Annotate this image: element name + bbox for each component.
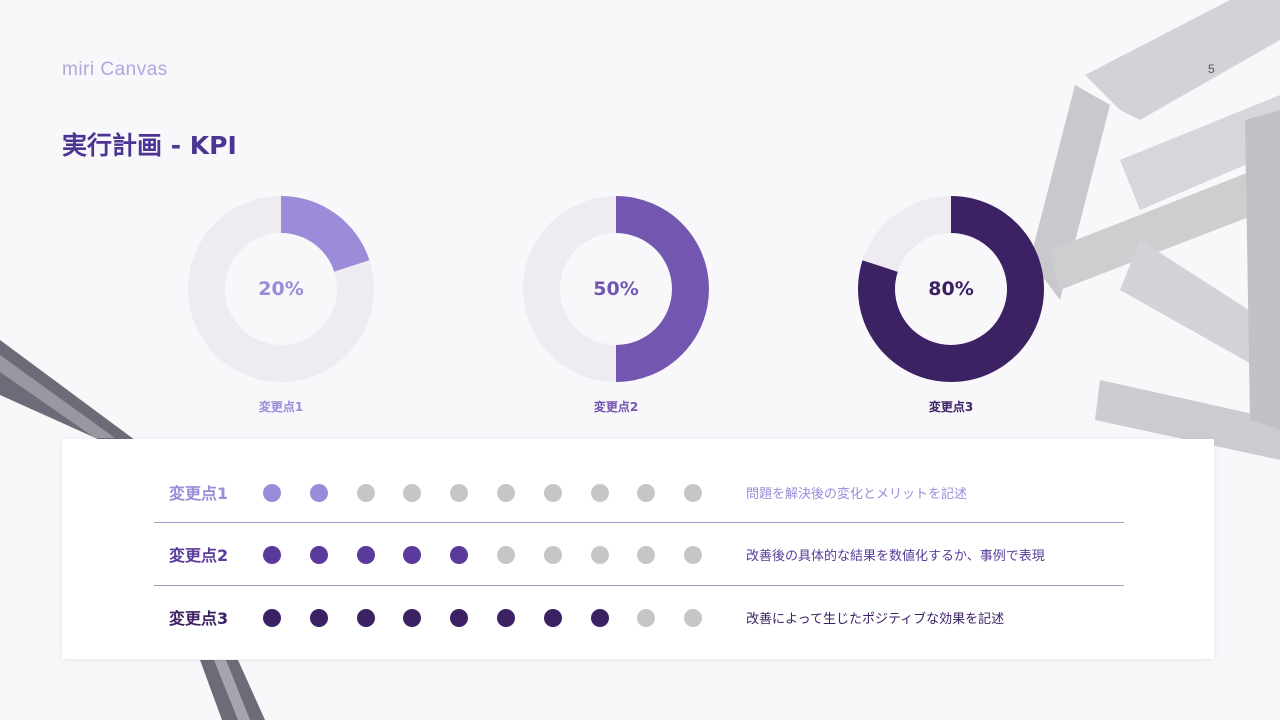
donut-1-value-label: 20% [258,278,304,300]
kpi-dot-empty [684,546,703,564]
kpi-dot-filled [309,484,328,502]
kpi-dot-filled [356,609,375,627]
donut-2-caption: 変更点2 [593,400,639,414]
kpi-dot-empty [590,484,609,502]
donut-3-value-label: 80% [928,278,974,300]
kpi-row-description: 問題を解決後の変化とメリットを記述 [746,487,968,502]
kpi-dot-empty [684,609,703,627]
donut-2-value-label: 50% [593,278,639,300]
kpi-row-label: 変更点1 [169,484,229,503]
kpi-row-label: 変更点3 [169,609,229,628]
kpi-dot-filled [263,546,281,564]
kpi-dot-filled [356,546,375,564]
kpi-dot-empty [637,546,656,564]
kpi-row: 変更点1 問題を解決後の変化とメリットを記述 [154,460,1124,522]
kpi-dot-filled [450,609,469,627]
row-divider [154,585,1124,586]
donut-slice-remainder [523,196,616,382]
donut-chart-2 [523,196,709,382]
kpi-dot-filled [450,546,469,564]
kpi-row: 変更点3 改善によって生じたポジティブな効果を記述 [154,585,1124,647]
kpi-row-description: 改善によって生じたポジティブな効果を記述 [746,612,1005,627]
kpi-dot-filled [309,609,328,627]
kpi-dot-empty [497,546,515,564]
donut-slice-value [616,196,709,382]
kpi-dot-filled [497,609,515,627]
kpi-dot-empty [590,546,609,564]
kpi-dot-filled [590,609,609,627]
row-divider [154,522,1124,523]
donut-slice-remainder [188,196,374,382]
donut-1-caption: 変更点1 [258,400,304,414]
kpi-dot-empty [543,546,562,564]
kpi-dot-empty [450,484,469,502]
brand-logo: miri Canvas [62,59,168,80]
kpi-dot-empty [497,484,515,502]
page-number: 5 [1208,62,1215,76]
kpi-dot-filled [403,609,422,627]
kpi-row: 変更点2 改善後の具体的な結果を数値化するか、事例で表現 [154,522,1124,584]
kpi-dot-empty [684,484,703,502]
kpi-row-label: 変更点2 [169,546,229,565]
kpi-dot-empty [637,609,656,627]
donut-3-caption: 変更点3 [928,400,974,414]
donut-slice-value [858,196,1044,382]
kpi-row-description: 改善後の具体的な結果を数値化するか、事例で表現 [746,549,1045,564]
donut-chart-1 [188,196,374,382]
kpi-dot-filled [403,546,422,564]
donut-slice-value [281,196,370,272]
kpi-dot-empty [356,484,375,502]
page-title: 実行計画 - KPI [62,131,237,160]
kpi-dot-filled [543,609,562,627]
kpi-dot-filled [263,484,281,502]
donut-slice-remainder [862,196,951,272]
kpi-table-panel: 変更点1 問題を解決後の変化とメリットを記述 変更点2 改善後の具体的な結果を数… [62,439,1214,659]
kpi-dot-empty [637,484,656,502]
kpi-dot-empty [403,484,422,502]
kpi-dot-empty [543,484,562,502]
kpi-dot-filled [309,546,328,564]
kpi-dot-filled [263,609,281,627]
donut-chart-3 [858,196,1044,382]
